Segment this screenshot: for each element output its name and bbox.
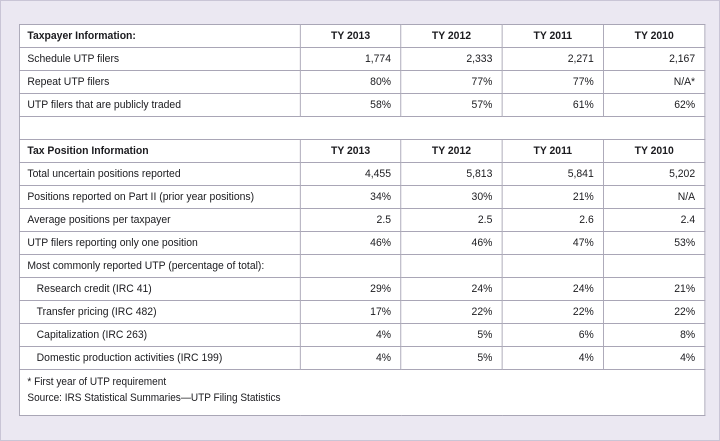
cell-value: 2,271 [501,47,604,71]
table-row: Research credit (IRC 41) 29% 24% 24% 21% [19,277,706,301]
cell-value: 29% [299,277,402,301]
cell-value: 5% [400,346,503,370]
table-row: Positions reported on Part II (prior yea… [19,185,706,209]
source-note: Source: IRS Statistical Summaries—UTP Fi… [27,392,281,404]
table-footer-row: * First year of UTP requirement Source: … [19,369,706,416]
table-row: UTP filers reporting only one position 4… [19,231,706,255]
table-row: Repeat UTP filers 80% 77% 77% N/A* [19,70,706,94]
cell-value: 22% [501,300,604,324]
cell-value: 2.6 [501,208,604,232]
empty-cell [603,254,706,278]
table-row: Capitalization (IRC 263) 4% 5% 6% 8% [19,323,706,347]
cell-value: 24% [400,277,503,301]
cell-value: 2,167 [603,47,706,71]
row-label: Transfer pricing (IRC 482) [19,300,301,324]
cell-value: 46% [400,231,503,255]
table-row: Transfer pricing (IRC 482) 17% 22% 22% 2… [19,300,706,324]
cell-value: 2.5 [299,208,402,232]
cell-value: 21% [603,277,706,301]
cell-value: N/A* [603,70,706,94]
table-row: Average positions per taxpayer 2.5 2.5 2… [19,208,706,232]
cell-value: 24% [501,277,604,301]
row-label: Schedule UTP filers [19,47,301,71]
table-footer: * First year of UTP requirement Source: … [19,369,706,416]
row-label: UTP filers that are publicly traded [19,93,301,117]
cell-value: 22% [603,300,706,324]
cell-value: 5,813 [400,162,503,186]
cell-value: 8% [603,323,706,347]
year-header: TY 2011 [501,24,604,48]
footnote: * First year of UTP requirement [27,376,167,388]
cell-value: 4% [501,346,604,370]
cell-value: 77% [501,70,604,94]
common-utp-label: Most commonly reported UTP (percentage o… [19,254,301,278]
cell-value: 4% [603,346,706,370]
row-label: Domestic production activities (IRC 199) [19,346,301,370]
year-header: TY 2013 [299,139,402,163]
cell-value: 22% [400,300,503,324]
tax-position-section-heading: Tax Position Information [19,139,301,163]
cell-value: 61% [501,93,604,117]
table-row: Total uncertain positions reported 4,455… [19,162,706,186]
common-utp-label-row: Most commonly reported UTP (percentage o… [19,254,706,278]
cell-value: 62% [603,93,706,117]
cell-value: 80% [299,70,402,94]
table-row: UTP filers that are publicly traded 58% … [19,93,706,117]
empty-cell [299,254,402,278]
spacer-cell [19,116,706,140]
cell-value: 53% [603,231,706,255]
cell-value: 46% [299,231,402,255]
row-label: Capitalization (IRC 263) [19,323,301,347]
row-label: UTP filers reporting only one position [19,231,301,255]
year-header: TY 2013 [299,24,402,48]
section-spacer [19,116,706,140]
cell-value: 4% [299,346,402,370]
row-label: Repeat UTP filers [19,70,301,94]
row-label: Positions reported on Part II (prior yea… [19,185,301,209]
cell-value: 47% [501,231,604,255]
table-row: Schedule UTP filers 1,774 2,333 2,271 2,… [19,47,706,71]
cell-value: 4,455 [299,162,402,186]
cell-value: 57% [400,93,503,117]
cell-value: 21% [501,185,604,209]
cell-value: 5,202 [603,162,706,186]
cell-value: 2.4 [603,208,706,232]
cell-value: 34% [299,185,402,209]
empty-cell [501,254,604,278]
taxpayer-header-row: Taxpayer Information: TY 2013 TY 2012 TY… [19,24,706,48]
cell-value: 58% [299,93,402,117]
cell-value: 6% [501,323,604,347]
cell-value: 77% [400,70,503,94]
tax-position-header-row: Tax Position Information TY 2013 TY 2012… [19,139,706,163]
year-header: TY 2010 [603,139,706,163]
cell-value: 2.5 [400,208,503,232]
utp-statistics-table: Taxpayer Information: TY 2013 TY 2012 TY… [19,24,706,416]
row-label: Average positions per taxpayer [19,208,301,232]
table-row: Domestic production activities (IRC 199)… [19,346,706,370]
cell-value: 30% [400,185,503,209]
cell-value: 4% [299,323,402,347]
year-header: TY 2012 [400,139,503,163]
year-header: TY 2012 [400,24,503,48]
empty-cell [400,254,503,278]
cell-value: 5% [400,323,503,347]
row-label: Total uncertain positions reported [19,162,301,186]
cell-value: 5,841 [501,162,604,186]
cell-value: 1,774 [299,47,402,71]
cell-value: 2,333 [400,47,503,71]
taxpayer-section-heading: Taxpayer Information: [19,24,301,48]
row-label: Research credit (IRC 41) [19,277,301,301]
cell-value: N/A [603,185,706,209]
year-header: TY 2011 [501,139,604,163]
year-header: TY 2010 [603,24,706,48]
cell-value: 17% [299,300,402,324]
